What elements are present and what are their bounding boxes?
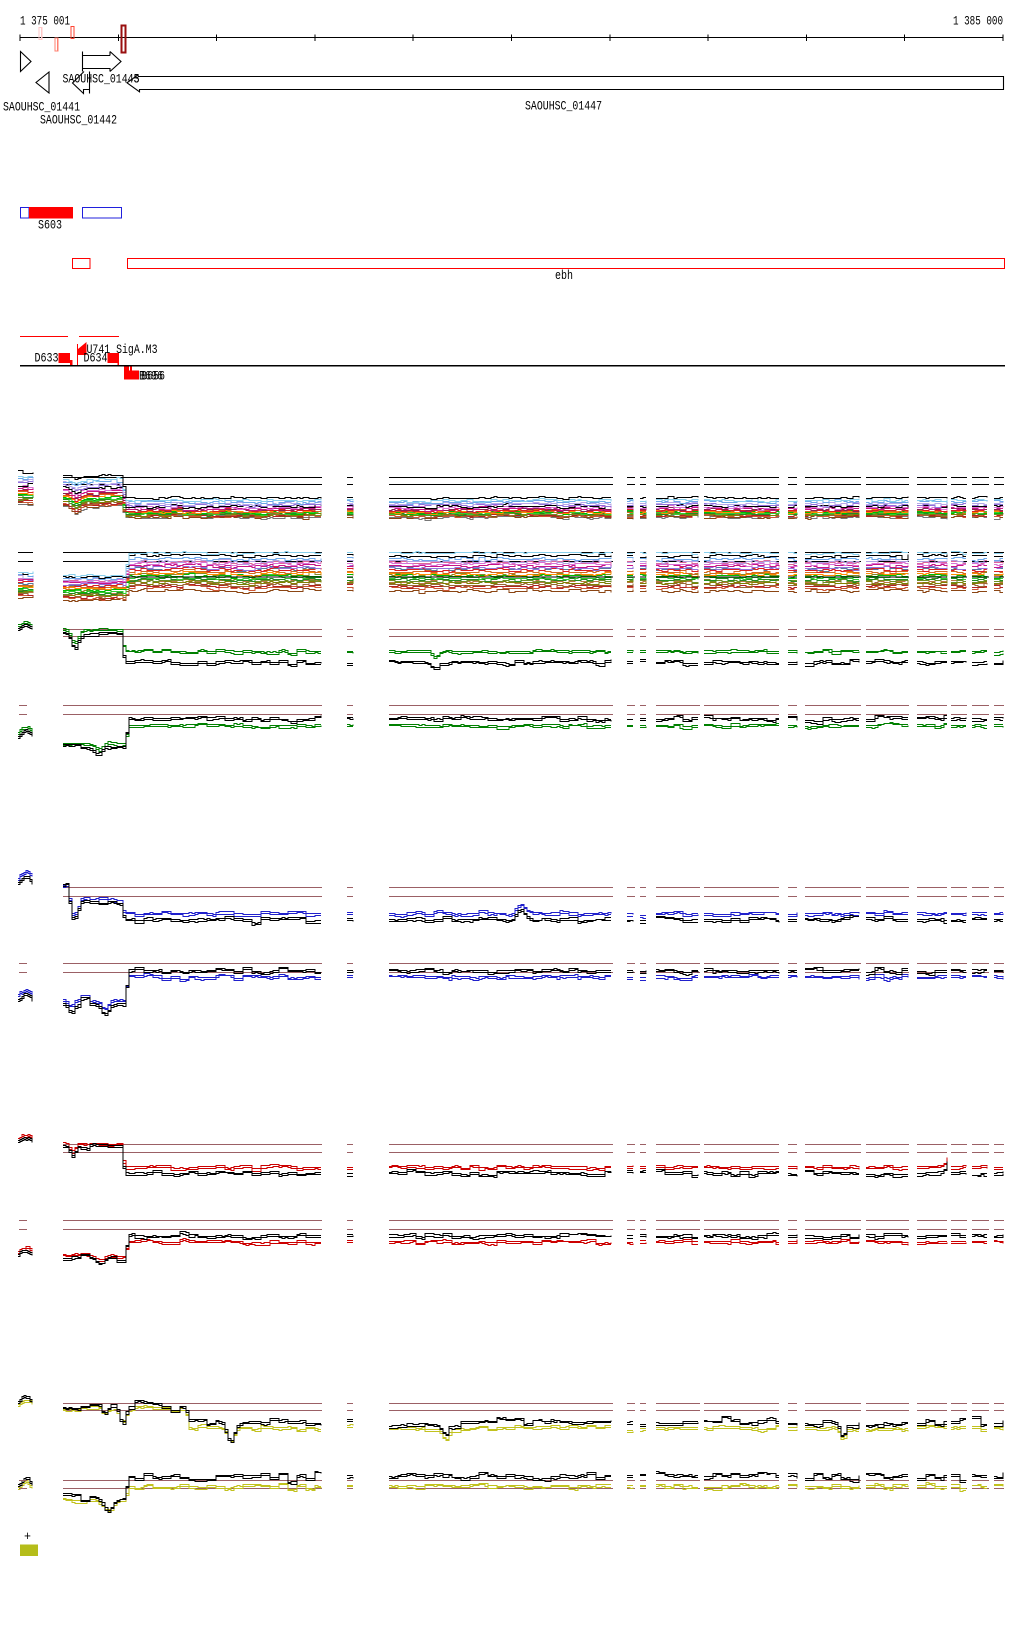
svg-text:+: + — [24, 1530, 31, 1544]
svg-text:SAOUHSC_01441: SAOUHSC_01441 — [3, 101, 80, 115]
svg-text:SAOUHSC_01443: SAOUHSC_01443 — [63, 73, 140, 87]
svg-text:SAOUHSC_01447: SAOUHSC_01447 — [525, 100, 602, 114]
svg-text:1 385 000: 1 385 000 — [953, 15, 1003, 29]
svg-text:S603: S603 — [38, 219, 62, 233]
svg-text:1 375 001: 1 375 001 — [20, 15, 70, 29]
svg-text:SAOUHSC_01442: SAOUHSC_01442 — [40, 114, 117, 128]
svg-text:D633: D633 — [35, 352, 59, 366]
svg-text:ebh: ebh — [555, 269, 573, 283]
svg-text:D634: D634 — [84, 352, 108, 366]
svg-text:5: 5 — [134, 73, 140, 87]
svg-text:U741_SigA.M3: U741_SigA.M3 — [87, 343, 158, 357]
svg-text:B656: B656 — [141, 370, 165, 384]
svg-text:B696: B696 — [139, 370, 163, 384]
